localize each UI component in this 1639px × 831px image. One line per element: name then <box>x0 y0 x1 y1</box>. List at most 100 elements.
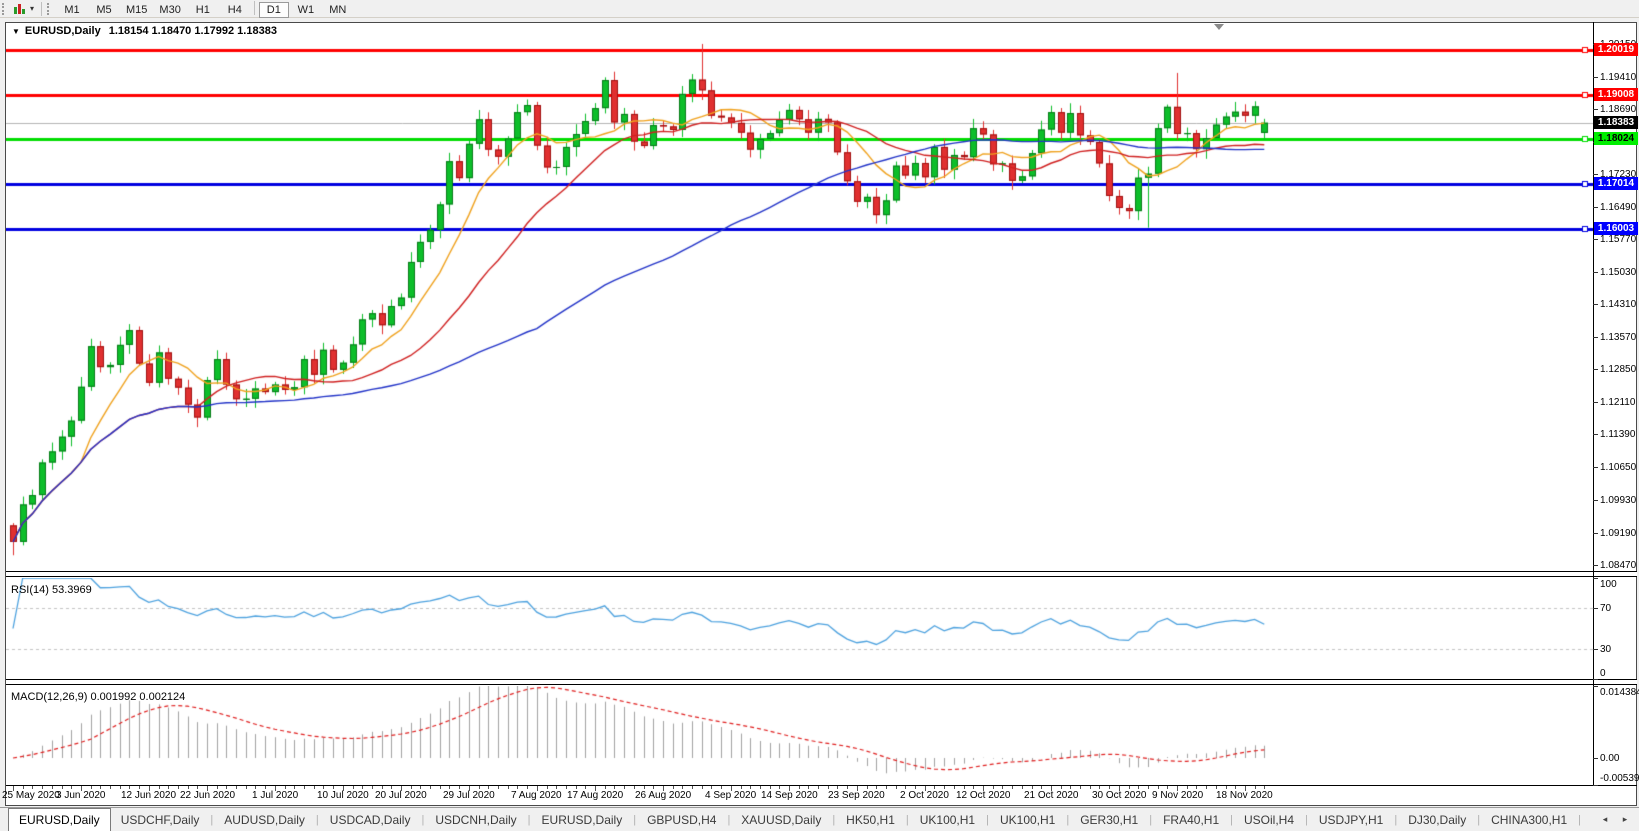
date-major-tick <box>13 786 14 791</box>
tab-separator: | <box>1066 813 1070 826</box>
date-minor-tick <box>954 786 955 789</box>
date-minor-tick <box>770 786 771 789</box>
chart-tab-uk100-h1[interactable]: UK100,H1 <box>919 812 976 827</box>
chart-tab-xauusd-daily[interactable]: XAUUSD,Daily <box>741 812 822 827</box>
axis-tick <box>1593 174 1598 175</box>
macd-pane-canvas[interactable] <box>6 686 1593 785</box>
date-minor-tick <box>411 786 412 789</box>
date-minor-tick <box>120 786 121 789</box>
date-minor-tick <box>1041 786 1042 789</box>
pane-separator-macd[interactable] <box>6 679 1637 685</box>
collapse-icon[interactable]: ▼ <box>12 27 20 36</box>
chart-tab-ger30-h1[interactable]: GER30,H1 <box>1080 812 1139 827</box>
date-minor-tick <box>1196 786 1197 789</box>
main-chart-canvas[interactable] <box>6 23 1593 571</box>
chart-type-dropdown-icon[interactable]: ▾ <box>30 4 35 13</box>
rsi-pane-canvas[interactable] <box>6 578 1593 679</box>
periods-drag-grip[interactable] <box>47 2 53 15</box>
date-axis-label: 29 Jul 2020 <box>443 790 495 801</box>
date-major-tick <box>1051 786 1052 791</box>
axis-tick <box>1593 500 1598 501</box>
date-axis-label: 23 Sep 2020 <box>828 790 885 801</box>
tab-separator: | <box>1578 813 1581 826</box>
tab-scroll-right-icon[interactable]: ▸ <box>1622 814 1628 824</box>
date-minor-tick <box>1109 786 1110 789</box>
date-minor-tick <box>333 786 334 789</box>
timeframe-button-h4[interactable]: H4 <box>227 3 242 16</box>
toolbar-drag-grip[interactable] <box>2 2 8 15</box>
date-axis-label: 30 Oct 2020 <box>1092 790 1147 801</box>
chart-tab-usdchf-daily[interactable]: USDCHF,Daily <box>120 812 200 827</box>
timeframe-button-m15[interactable]: M15 <box>126 3 148 16</box>
date-minor-tick <box>217 786 218 789</box>
chart-tab-china300-h1[interactable]: CHINA300,H1 <box>1491 812 1568 827</box>
date-axis-label: 4 Sep 2020 <box>705 790 757 801</box>
date-minor-tick <box>808 786 809 789</box>
toolbar-separator <box>253 1 255 16</box>
chart-tab-uk100-h1[interactable]: UK100,H1 <box>999 812 1056 827</box>
date-major-tick <box>731 786 732 791</box>
timeframe-button-m5[interactable]: M5 <box>96 3 112 16</box>
date-minor-tick <box>1216 786 1217 789</box>
date-axis-label: 7 Aug 2020 <box>511 790 562 801</box>
axis-tick <box>1593 608 1598 609</box>
chart-shift-marker[interactable] <box>1214 24 1224 30</box>
date-minor-tick <box>71 786 72 789</box>
timeframe-button-w1[interactable]: W1 <box>297 3 315 16</box>
chart-tab-eurusd-daily[interactable]: EURUSD,Daily <box>541 812 623 827</box>
chart-tab-gbpusd-h4[interactable]: GBPUSD,H4 <box>647 812 717 827</box>
chart-tab-bar: EURUSD,Daily USDCHF,Daily | AUDUSD,Daily | US… <box>0 807 1639 831</box>
date-major-tick <box>343 786 344 791</box>
timeframe-button-d1[interactable]: D1 <box>258 1 289 18</box>
chart-tab-audusd-daily[interactable]: AUDUSD,Daily <box>224 812 305 827</box>
date-minor-tick <box>614 786 615 789</box>
tab-separator: | <box>905 813 909 826</box>
date-minor-tick <box>294 786 295 789</box>
date-minor-tick <box>741 786 742 789</box>
timeframe-button-m30[interactable]: M30 <box>159 3 181 16</box>
axis-tick <box>1593 109 1598 110</box>
current-price-tag: 1.18383 <box>1594 116 1638 129</box>
timeframe-button-mn[interactable]: MN <box>329 3 347 16</box>
date-major-tick <box>537 786 538 791</box>
chart-tab-usdcnh-daily[interactable]: USDCNH,Daily <box>435 812 517 827</box>
date-minor-tick <box>449 786 450 789</box>
timeframe-button-m1[interactable]: M1 <box>64 3 80 16</box>
chart-type-icon[interactable] <box>13 3 28 15</box>
axis-tick <box>1593 239 1598 240</box>
date-minor-tick <box>1032 786 1033 789</box>
date-minor-tick <box>934 786 935 789</box>
pane-separator-rsi[interactable] <box>6 571 1637 577</box>
tab-scroll-left-icon[interactable]: ◂ <box>1602 814 1608 824</box>
chart-tab-usoil-h4[interactable]: USOil,H4 <box>1243 812 1294 827</box>
date-minor-tick <box>1255 786 1256 789</box>
chart-tab-eurusd-daily[interactable]: EURUSD,Daily <box>8 808 111 831</box>
tab-separator: | <box>315 813 319 826</box>
chart-tab-usoil-da[interactable]: USOil,Da <box>1582 810 1590 830</box>
toolbar-separator <box>41 1 43 16</box>
timeframe-button-h1[interactable]: H1 <box>195 3 210 16</box>
date-minor-tick <box>314 786 315 789</box>
price-axis-label: 70 <box>1600 603 1612 614</box>
chart-tab-usdcad-daily[interactable]: USDCAD,Daily <box>329 812 411 827</box>
chart-tab-fra40-h1[interactable]: FRA40,H1 <box>1163 812 1220 827</box>
axis-tick <box>1593 785 1598 786</box>
date-minor-tick <box>178 786 179 789</box>
date-minor-tick <box>692 786 693 789</box>
date-minor-tick <box>1061 786 1062 789</box>
date-axis-label: 18 Nov 2020 <box>1216 790 1273 801</box>
chart-tab-hk50-h1[interactable]: HK50,H1 <box>846 812 895 827</box>
date-minor-tick <box>255 786 256 789</box>
chart-tab-dj30-daily[interactable]: DJ30,Daily <box>1408 812 1467 827</box>
price-axis-label: 1.19410 <box>1600 72 1637 83</box>
tab-separator: | <box>1477 813 1481 826</box>
date-major-tick <box>207 786 208 791</box>
date-minor-tick <box>837 786 838 789</box>
tab-separator: | <box>727 813 731 826</box>
chart-symbol-period: EURUSD,Daily <box>24 25 101 37</box>
date-minor-tick <box>1264 786 1265 789</box>
date-minor-tick <box>62 786 63 789</box>
date-minor-tick <box>23 786 24 789</box>
date-minor-tick <box>382 786 383 789</box>
chart-tab-usdjpy-h1[interactable]: USDJPY,H1 <box>1318 812 1384 827</box>
